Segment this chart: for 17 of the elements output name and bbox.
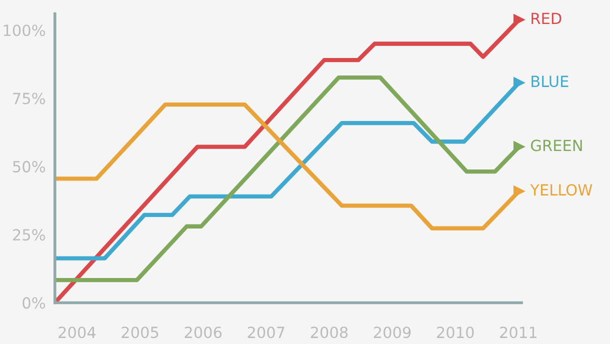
x-tick-label: 2010	[437, 326, 474, 338]
x-tick-label: 2006	[184, 326, 222, 338]
series-label: RED	[532, 12, 562, 24]
x-tick-label: 2005	[122, 326, 158, 338]
y-tick-label: 100%	[4, 24, 46, 36]
x-tick-label: 2008	[310, 326, 348, 338]
y-tick-label: 50%	[13, 160, 46, 172]
series-label: GREEN	[530, 140, 582, 152]
x-tick-label: 2004	[58, 326, 96, 338]
y-tick-label: 25%	[13, 229, 46, 241]
series-label: BLUE	[532, 76, 568, 88]
series-label: YELLOW	[530, 184, 592, 196]
x-tick-label: 2009	[374, 326, 411, 338]
x-tick-label: 2011	[500, 326, 536, 338]
y-tick-label: 75%	[13, 92, 46, 104]
y-tick-label: 0%	[22, 297, 46, 309]
x-tick-label: 2007	[248, 326, 284, 338]
